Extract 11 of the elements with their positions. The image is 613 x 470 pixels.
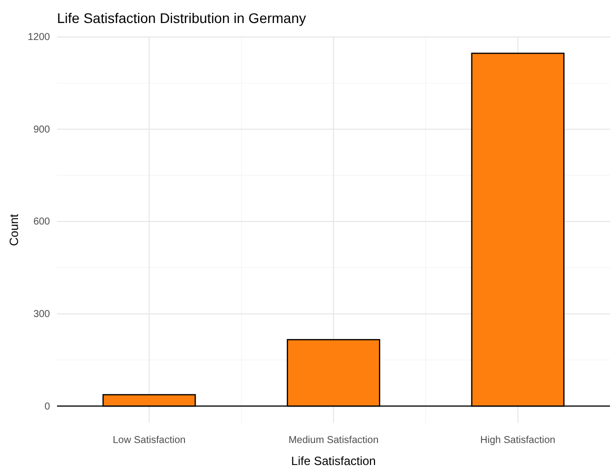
x-axis-title: Life Satisfaction [291, 454, 376, 468]
y-tick-label: 1200 [28, 32, 50, 44]
x-tick-label: High Satisfaction [480, 435, 556, 446]
y-tick-label: 0 [44, 401, 50, 412]
chart-title: Life Satisfaction Distribution in Germany [57, 10, 306, 26]
y-tick-label: 300 [33, 309, 50, 320]
x-tick-label: Low Satisfaction [112, 435, 186, 446]
x-tick-label: Medium Satisfaction [288, 435, 379, 446]
y-tick-label: 600 [33, 216, 50, 228]
y-axis-title: Count [7, 213, 21, 246]
y-tick-label: 900 [33, 124, 50, 136]
